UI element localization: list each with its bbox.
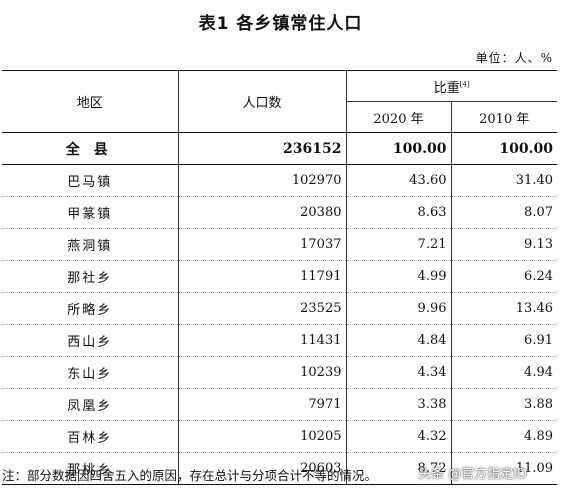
- cell-ratio-2020: 100.00: [346, 132, 452, 165]
- cell-region: 巴马镇: [2, 164, 179, 197]
- table-row: 东山乡 10239 4.34 4.94: [2, 356, 557, 389]
- cell-ratio-2020: 9.96: [346, 292, 452, 325]
- cell-population: 102970: [178, 164, 347, 197]
- cell-population: 17037: [178, 228, 347, 261]
- header-year-2020: 2020 年: [346, 101, 452, 133]
- cell-population: 11431: [178, 324, 347, 357]
- footnote: 注：部分数据因四舍五入的原因，存在总计与分项合计不等的情况。: [2, 468, 378, 483]
- footnote-ref: [4]: [459, 80, 470, 89]
- table-row-total: 全县 236152 100.00 100.00: [2, 132, 557, 165]
- cell-ratio-2020: 8.63: [346, 196, 452, 229]
- cell-ratio-2010: 9.13: [451, 228, 557, 261]
- header-population: 人口数: [178, 70, 347, 133]
- population-table: 地区 人口数 比重[4] 2020 年 2010 年 全县 236152 100…: [2, 70, 557, 485]
- cell-population: 20380: [178, 196, 347, 229]
- cell-region: 百林乡: [2, 420, 179, 453]
- header-ratio-label: 比重: [433, 80, 460, 96]
- table-row: 凤凰乡 7971 3.38 3.88: [2, 388, 557, 421]
- cell-ratio-2010: 6.24: [451, 260, 557, 293]
- cell-region: 燕洞镇: [2, 228, 179, 261]
- table-row: 西山乡 11431 4.84 6.91: [2, 324, 557, 357]
- cell-region: 所略乡: [2, 292, 179, 325]
- cell-ratio-2020: 4.99: [346, 260, 452, 293]
- cell-population: 10239: [178, 356, 347, 389]
- table-row: 所略乡 23525 9.96 13.46: [2, 292, 557, 325]
- cell-ratio-2020: 43.60: [346, 164, 452, 197]
- cell-ratio-2020: 4.84: [346, 324, 452, 357]
- cell-population: 23525: [178, 292, 347, 325]
- header-ratio: 比重[4]: [346, 70, 557, 102]
- cell-ratio-2010: 13.46: [451, 292, 557, 325]
- cell-ratio-2010: 6.91: [451, 324, 557, 357]
- table-row: 巴马镇 102970 43.60 31.40: [2, 164, 557, 197]
- cell-region: 那社乡: [2, 260, 179, 293]
- cell-ratio-2010: 11.09: [451, 452, 557, 485]
- table-title: 表1 各乡镇常住人口: [198, 14, 363, 34]
- table-row: 甲篆镇 20380 8.63 8.07: [2, 196, 557, 229]
- cell-ratio-2020: 4.34: [346, 356, 452, 389]
- cell-ratio-2020: 3.38: [346, 388, 452, 421]
- table-row: 百林乡 10205 4.32 4.89: [2, 420, 557, 453]
- cell-ratio-2020: 4.32: [346, 420, 452, 453]
- table-row: 燕洞镇 17037 7.21 9.13: [2, 228, 557, 261]
- table-row: 那桃乡 20603 8.72 11.09: [2, 452, 557, 485]
- cell-population: 10205: [178, 420, 347, 453]
- cell-region: 那桃乡: [2, 452, 179, 485]
- cell-population: 11791: [178, 260, 347, 293]
- unit-label: 单位：人、%: [475, 51, 553, 65]
- cell-population: 236152: [178, 132, 347, 165]
- header-year-2010: 2010 年: [451, 101, 557, 133]
- cell-ratio-2020: 7.21: [346, 228, 452, 261]
- cell-region: 全县: [2, 132, 179, 165]
- cell-ratio-2010: 4.89: [451, 420, 557, 453]
- cell-population: 7971: [178, 388, 347, 421]
- cell-ratio-2010: 100.00: [451, 132, 557, 165]
- cell-region: 东山乡: [2, 356, 179, 389]
- cell-region: 甲篆镇: [2, 196, 179, 229]
- cell-ratio-2010: 4.94: [451, 356, 557, 389]
- cell-region: 西山乡: [2, 324, 179, 357]
- cell-ratio-2010: 31.40: [451, 164, 557, 197]
- cell-ratio-2010: 3.88: [451, 388, 557, 421]
- watermark: 头条 @官方指定ID: [418, 467, 527, 482]
- cell-ratio-2010: 8.07: [451, 196, 557, 229]
- cell-population: 20603: [178, 452, 347, 485]
- header-region: 地区: [2, 70, 179, 133]
- cell-region: 凤凰乡: [2, 388, 179, 421]
- cell-ratio-2020: 8.72: [346, 452, 452, 485]
- table-row: 那社乡 11791 4.99 6.24: [2, 260, 557, 293]
